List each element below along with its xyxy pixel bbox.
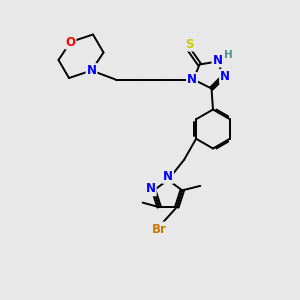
Text: N: N [146, 182, 156, 195]
Text: N: N [86, 64, 97, 77]
Text: O: O [65, 35, 76, 49]
Text: S: S [185, 38, 193, 51]
Text: N: N [212, 53, 223, 67]
Text: N: N [220, 70, 230, 83]
Text: H: H [224, 50, 232, 61]
Text: N: N [187, 73, 197, 86]
Text: Br: Br [152, 223, 166, 236]
Text: N: N [163, 170, 173, 183]
